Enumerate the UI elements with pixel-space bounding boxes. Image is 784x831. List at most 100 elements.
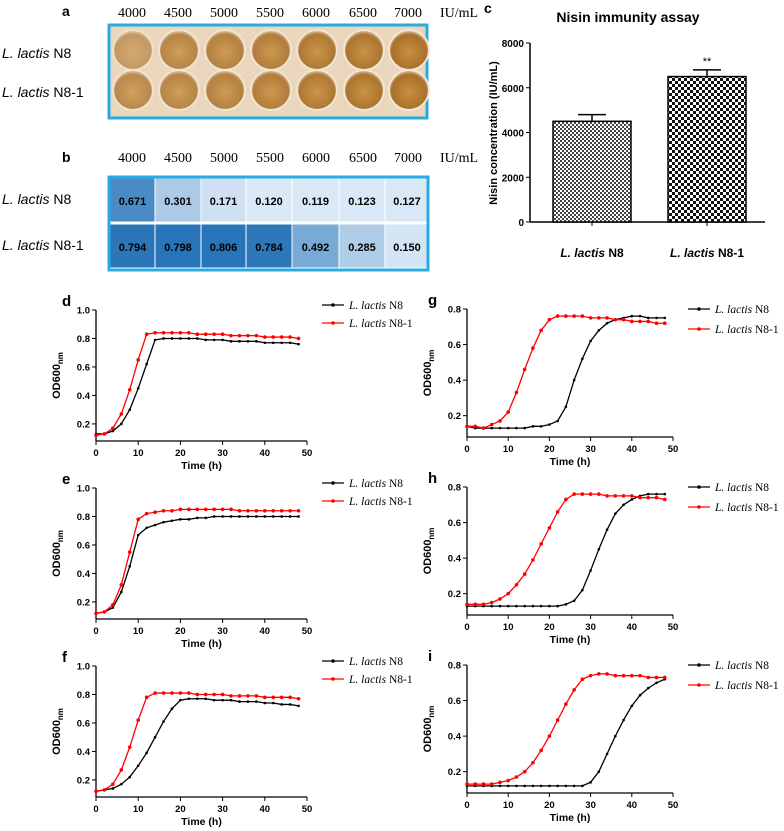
data-point [203,507,208,512]
data-point [144,695,149,700]
data-point [119,583,124,587]
x-axis-label: Time (h) [181,638,222,650]
strain-id: N8-1 [752,324,779,336]
series-line-n8-1 [467,673,665,785]
panel-label-g: g [428,292,437,309]
y-tick-label: 0.4 [77,391,91,402]
legend-label: L. lactis N8 [714,304,769,316]
legend-label: L. lactis N8 [714,660,769,672]
y-axis-label-main: OD600 [422,362,434,397]
data-point [580,314,585,318]
well [158,69,200,111]
data-point [490,426,494,430]
concentration-label: 5500 [256,6,284,21]
data-point [605,494,609,498]
strain-id: N8-1 [49,237,83,253]
data-point [630,319,634,324]
well [343,29,385,71]
y-axis-label: OD600nm [51,352,65,399]
data-point [539,784,543,788]
strain-id: N8 [386,300,403,312]
data-point [531,425,535,428]
x-axis-label: Time (h) [550,634,591,646]
data-point [102,432,107,436]
concentration-label: 4000 [118,6,146,21]
legend-marker [697,307,701,311]
data-point [111,606,115,609]
data-point [564,314,568,318]
data-point [195,337,199,340]
heatmap-cell [109,177,156,223]
unit-label: IU/mL [440,6,478,21]
x-axis-label: Time (h) [550,456,591,468]
data-point [246,340,250,343]
data-point [221,338,224,342]
unit-label: IU/mL [440,151,478,166]
data-point [539,542,543,546]
data-point [255,700,258,703]
data-point [94,789,98,794]
well [388,29,430,71]
data-point [663,492,667,496]
y-axis-label-main: OD600 [51,720,63,755]
data-point [581,588,584,592]
series-line-n8 [95,698,299,792]
x-tick-label: 10 [503,622,514,633]
well [204,69,246,111]
data-point [271,701,275,705]
data-point [178,330,183,335]
series-line-n8 [467,493,665,607]
data-point [597,547,601,551]
data-point [473,424,478,429]
x-tick-label: 0 [93,804,98,815]
data-point [646,686,650,690]
y-axis-label-sub: nm [56,352,65,364]
data-point [655,316,658,320]
data-point [481,782,486,786]
x-tick-label: 0 [93,626,98,637]
bar-0 [552,120,632,223]
panel-c-bar-chart: c Nisin immunity assay 0 2000 4000 6000 8000Ni… [484,0,765,260]
panel-a-plate-photo: a 4000 4500 5000 5500 6000 6500 7000 IU/mL L. lac… [2,3,478,120]
data-point [178,691,183,695]
data-point [588,673,593,678]
heatmap-value: 0.301 [164,196,192,208]
data-point [564,784,568,788]
data-point [498,604,502,608]
data-point [481,426,486,430]
y-tick-label: 0.8 [448,483,461,494]
data-point [111,602,115,607]
data-point [614,512,617,515]
data-point [547,317,552,322]
series-line-n8-1 [467,315,665,429]
data-point [288,695,292,700]
data-point [128,775,132,779]
strain-genus: L. lactis [348,656,387,668]
data-point [646,495,651,500]
data-point [195,507,200,512]
data-point [572,378,576,382]
data-point [539,604,543,608]
x-tick-label: 30 [217,626,228,637]
data-point [515,426,518,430]
data-point [195,692,200,697]
x-tick-label: 10 [133,626,144,637]
data-point [572,688,576,692]
concentration-label: 6000 [302,6,330,21]
legend-marker [697,327,701,331]
data-point [581,357,584,361]
strain-id: N8 [386,478,403,490]
x-tick-label: 10 [503,444,514,455]
data-point [630,498,634,501]
data-point [498,419,502,423]
data-point [153,735,157,739]
data-point [498,597,502,601]
strain-genus: L. lactis [348,318,387,330]
data-point [515,604,518,608]
x-tick-label: 30 [217,804,228,815]
heatmap-value: 0.171 [210,196,238,208]
data-point [531,558,535,562]
data-point [489,600,494,605]
data-point [506,778,511,783]
